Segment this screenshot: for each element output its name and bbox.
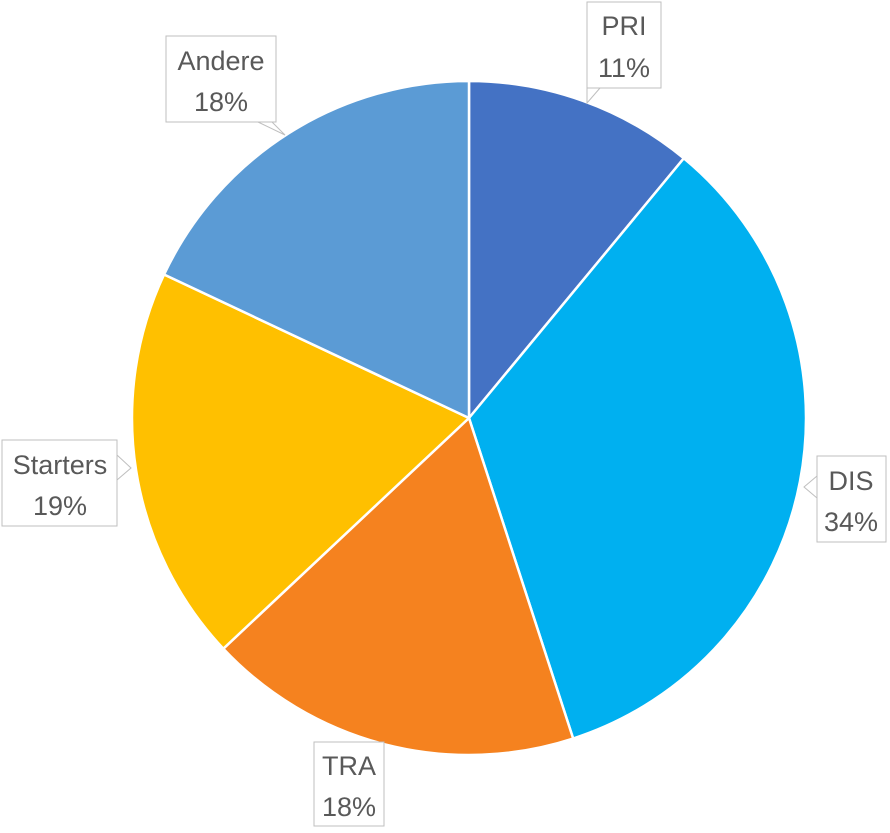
slice-label-starters: Starters [13, 450, 108, 480]
label-box-pri [586, 1, 662, 89]
leader-line-starters [116, 454, 132, 481]
slice-label-pri: PRI [601, 11, 646, 41]
label-box-andere [165, 35, 277, 123]
leader-line-dis [803, 475, 818, 499]
slice-value-starters: 19% [33, 491, 87, 521]
callout-dis: DIS 34% [803, 455, 887, 543]
slice-label-tra: TRA [322, 751, 376, 781]
callout-tra: TRA 18% [313, 741, 385, 827]
slice-value-dis: 34% [824, 507, 878, 537]
slice-label-dis: DIS [828, 466, 873, 496]
callout-pri: PRI 11% [586, 1, 662, 105]
slice-value-pri: 11% [598, 53, 650, 83]
slice-value-tra: 18% [322, 792, 376, 822]
label-box-starters [1, 439, 118, 527]
pie-slice-pri [467, 79, 686, 420]
slice-label-andere: Andere [177, 46, 264, 76]
slice-value-andere: 18% [194, 87, 248, 117]
pie-slice-dis [467, 157, 808, 740]
leader-line-pri [586, 87, 601, 105]
pie-slice-tra [222, 416, 575, 757]
pie-slice-starters [130, 273, 471, 650]
pie-slice-andere [162, 79, 471, 420]
label-box-tra [313, 741, 385, 827]
label-box-dis [816, 455, 887, 543]
pie-slices [130, 79, 808, 757]
callout-andere: Andere 18% [165, 35, 286, 136]
leader-line-andere [257, 121, 286, 136]
callout-starters: Starters 19% [1, 439, 132, 527]
